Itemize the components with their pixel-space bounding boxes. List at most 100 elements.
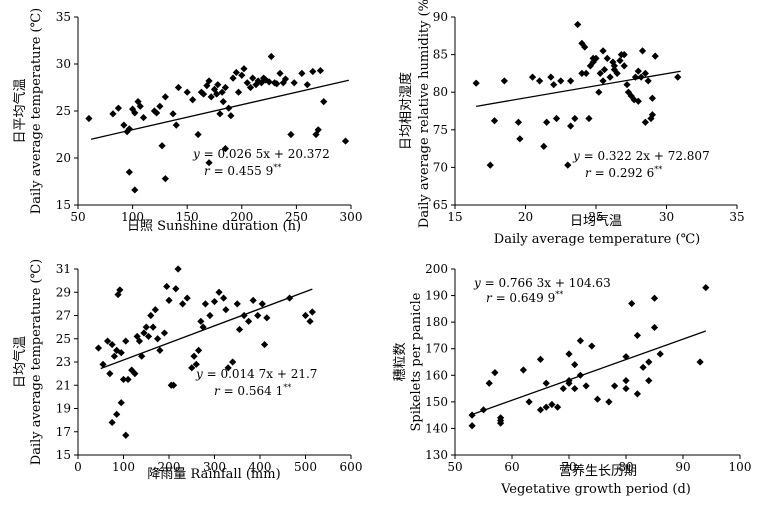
- data-point: [548, 400, 556, 409]
- data-point: [651, 52, 659, 60]
- data-point: [519, 366, 527, 374]
- data-point: [316, 66, 325, 75]
- data-point: [564, 161, 572, 169]
- data-point: [110, 352, 118, 360]
- data-point: [142, 323, 150, 331]
- y-tick-label: 200: [425, 262, 448, 276]
- y-tick-label: 25: [56, 332, 71, 346]
- data-point: [314, 126, 322, 134]
- y-tick-label: 160: [425, 368, 448, 382]
- data-point: [542, 403, 550, 411]
- x-tick-label: 15: [447, 210, 462, 224]
- data-point: [645, 377, 653, 385]
- data-point: [218, 88, 226, 96]
- data-point: [238, 71, 246, 79]
- data-point: [206, 311, 214, 320]
- data-point: [491, 369, 499, 377]
- data-point: [613, 69, 621, 77]
- data-point: [122, 431, 130, 439]
- y-tick-label: 15: [56, 198, 71, 212]
- data-point: [648, 94, 656, 102]
- y-axis-label: 日均气温: [12, 336, 28, 388]
- data-point: [641, 118, 649, 126]
- data-point: [125, 168, 133, 176]
- data-point: [656, 350, 664, 358]
- data-point: [221, 83, 230, 92]
- data-point: [158, 142, 166, 150]
- data-point: [131, 186, 139, 194]
- data-point: [641, 69, 649, 77]
- data-point: [696, 358, 704, 366]
- data-point: [581, 43, 589, 51]
- correlation-coefficient: r = 0.564 1**: [214, 383, 291, 398]
- data-point: [634, 97, 642, 105]
- data-point: [265, 78, 273, 86]
- data-point: [169, 110, 177, 118]
- y-tick-label: 17: [56, 425, 71, 439]
- data-point: [136, 102, 144, 110]
- data-point: [205, 159, 213, 167]
- data-point: [702, 284, 710, 292]
- x-tick-label: 600: [340, 460, 363, 474]
- trend-line: [471, 330, 707, 416]
- data-point: [131, 370, 139, 378]
- y-tick-label: 130: [425, 448, 448, 462]
- data-point: [192, 360, 200, 368]
- x-tick-label: 200: [230, 210, 253, 224]
- data-point: [103, 337, 112, 345]
- x-tick-label: 200: [158, 460, 181, 474]
- y-tick-label: 90: [433, 10, 448, 24]
- y-tick-label: 19: [56, 402, 71, 416]
- data-point: [194, 346, 203, 354]
- data-point: [156, 102, 164, 110]
- x-tick-label: 30: [659, 210, 674, 224]
- regression-equation: y = 0.322 2x + 72.807: [572, 149, 710, 163]
- data-point: [536, 355, 545, 363]
- data-point: [620, 51, 628, 59]
- data-point: [303, 81, 311, 89]
- data-point: [190, 352, 198, 360]
- data-point: [214, 81, 222, 89]
- data-point: [199, 90, 208, 98]
- data-point: [634, 67, 642, 75]
- x-tick-label: 35: [729, 210, 744, 224]
- data-point: [210, 297, 219, 306]
- correlation-coefficient: r = 0.649 9**: [486, 290, 563, 305]
- data-point: [611, 382, 619, 390]
- data-point: [599, 47, 607, 55]
- data-point: [633, 331, 641, 340]
- y-tick-label: 150: [425, 395, 448, 409]
- data-point: [600, 66, 609, 74]
- x-tick-label: 50: [447, 460, 462, 474]
- y-tick-label: 21: [56, 378, 71, 392]
- data-point: [151, 306, 159, 314]
- regression-equation: y = 0.766 3x + 104.63: [473, 276, 611, 290]
- data-point: [616, 57, 624, 65]
- data-point: [290, 79, 298, 87]
- data-point: [554, 403, 562, 411]
- y-tick-label: 23: [56, 355, 71, 369]
- data-point: [486, 161, 494, 169]
- data-point: [628, 299, 636, 308]
- data-point: [638, 47, 647, 55]
- data-point: [183, 294, 191, 302]
- data-point: [213, 90, 221, 98]
- data-point: [485, 379, 493, 387]
- data-point: [254, 311, 262, 320]
- regression-equation: y = 0.014 7x + 21.7: [195, 367, 317, 381]
- data-point: [287, 130, 295, 139]
- data-point: [154, 335, 162, 343]
- data-point: [219, 98, 227, 106]
- y-tick-label: 30: [56, 57, 71, 71]
- x-axis-label: Daily average temperature (℃): [494, 232, 700, 247]
- data-point: [497, 416, 505, 425]
- x-axis-label: 日均气温: [570, 213, 622, 229]
- x-tick-label: 20: [518, 210, 533, 224]
- data-point: [550, 81, 558, 89]
- data-point: [603, 54, 611, 62]
- scatter-chart-1: 50 100 150 200 250 300 15 20 25 30 35 日照 Sunshine d…: [12, 8, 362, 234]
- x-axis-label: 日照 Sunshine duration (h): [127, 219, 301, 234]
- data-point: [135, 337, 144, 345]
- data-point: [117, 399, 125, 407]
